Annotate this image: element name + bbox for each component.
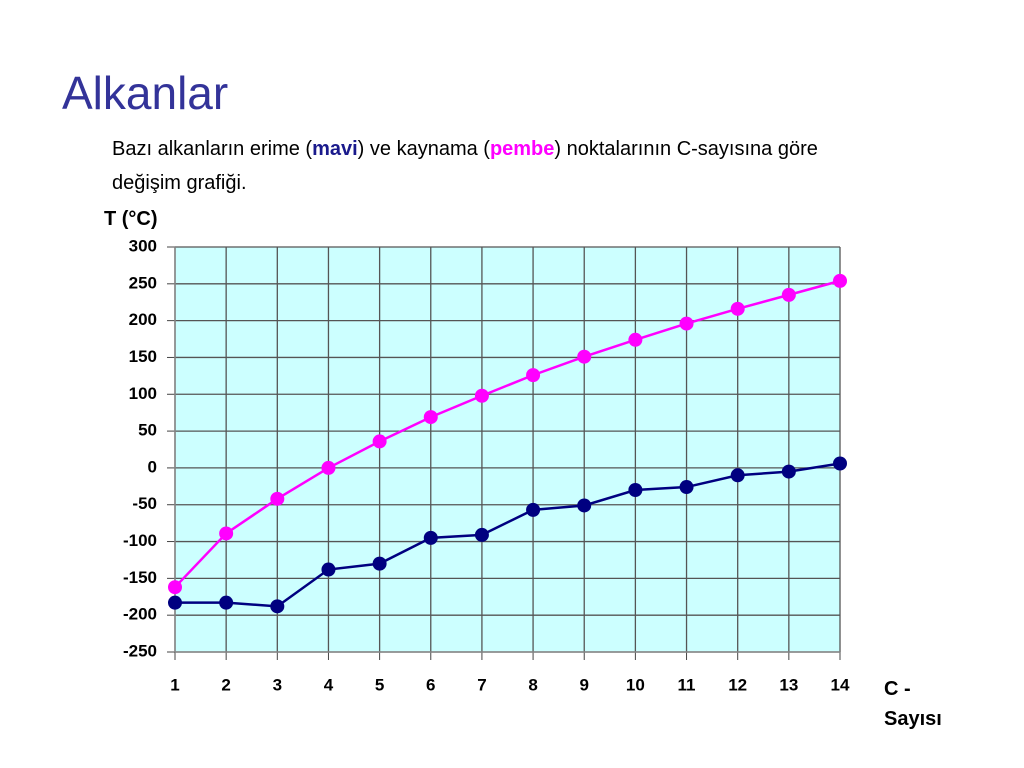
- marker: [628, 332, 643, 347]
- x-tick-label: 12: [728, 675, 747, 694]
- marker: [679, 480, 694, 495]
- y-tick-label: -100: [123, 531, 157, 550]
- marker: [730, 301, 745, 316]
- marker: [270, 599, 285, 614]
- y-tick-label: 150: [129, 347, 157, 366]
- marker: [628, 483, 643, 497]
- marker: [423, 410, 438, 425]
- y-tick-label: 250: [129, 273, 157, 292]
- marker: [168, 580, 182, 595]
- x-tick-label: 10: [626, 675, 645, 694]
- y-tick-label: -250: [123, 641, 157, 660]
- marker: [781, 287, 796, 302]
- x-tick-label: 11: [678, 675, 696, 694]
- marker: [423, 530, 438, 545]
- x-axis-label: C - Sayısı: [884, 678, 942, 730]
- y-tick-label: -150: [123, 568, 157, 587]
- marker: [833, 456, 847, 471]
- subtitle-text: ) noktalarının C-sayısına göre değişim g…: [112, 138, 818, 194]
- series-line: [175, 462, 841, 608]
- y-axis-label: T (°C): [104, 208, 158, 230]
- x-tick-label: 9: [579, 675, 588, 694]
- x-tick-label: 14: [831, 675, 850, 694]
- y-tick-label: 200: [129, 310, 157, 329]
- marker: [577, 349, 592, 364]
- x-tick-label: 2: [221, 675, 230, 694]
- y-tick-label: 100: [129, 384, 157, 403]
- marker: [526, 502, 541, 517]
- subtitle-text: pembe: [489, 138, 555, 160]
- marker: [474, 388, 489, 403]
- marker: [321, 460, 336, 475]
- marker: [730, 468, 745, 483]
- marker: [372, 556, 387, 571]
- marker: [321, 562, 336, 577]
- y-tick-label: -200: [123, 605, 157, 624]
- subtitle-text: mavi: [312, 138, 358, 160]
- marker: [270, 491, 285, 506]
- title: Alkanlar: [62, 67, 229, 119]
- x-tick-label: 3: [273, 675, 282, 694]
- marker: [219, 595, 234, 610]
- marker: [219, 526, 234, 541]
- subtitle: Bazı alkanların erime (mavi) ve kaynama …: [112, 132, 872, 200]
- x-tick-label: 8: [528, 675, 537, 694]
- subtitle-text: Bazı alkanların erime (: [112, 138, 313, 160]
- marker: [833, 273, 847, 288]
- marker: [372, 434, 387, 449]
- x-tick-label: 5: [375, 675, 384, 694]
- marker: [474, 527, 489, 542]
- y-tick-label: 50: [138, 421, 157, 440]
- marker: [168, 595, 182, 610]
- marker: [679, 316, 694, 331]
- x-tick-label: 6: [426, 675, 435, 694]
- x-tick-label: 13: [779, 675, 798, 694]
- marker: [577, 498, 592, 513]
- plot-area: [175, 247, 840, 652]
- x-tick-label: 4: [324, 675, 334, 694]
- marker: [526, 368, 541, 383]
- x-tick-label: 7: [477, 675, 486, 694]
- marker: [781, 464, 796, 479]
- y-tick-label: -50: [132, 494, 157, 513]
- y-tick-label: 300: [129, 236, 157, 255]
- x-tick-label: 1: [170, 675, 179, 694]
- y-tick-label: 0: [148, 457, 157, 476]
- series-line: [174, 279, 841, 589]
- subtitle-text: ) ve kaynama (: [357, 138, 490, 160]
